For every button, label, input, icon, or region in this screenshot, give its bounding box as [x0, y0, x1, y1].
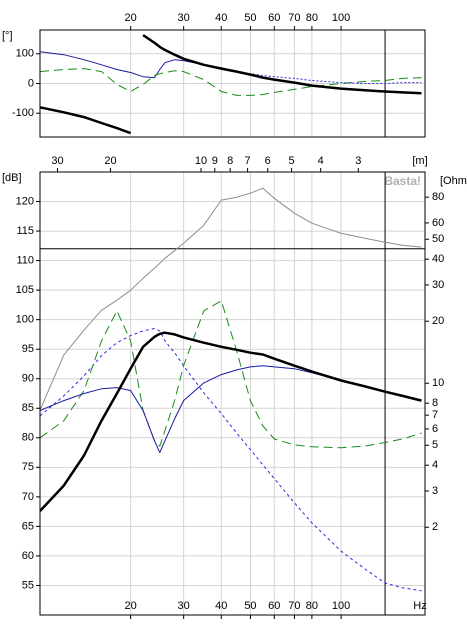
x2-tick-label: 4	[318, 155, 324, 167]
y2-tick-label: 50	[432, 233, 444, 245]
y-tick-label: 100	[16, 314, 34, 326]
y2-tick-label: 30	[432, 279, 444, 291]
y-tick-label: 95	[22, 343, 34, 355]
x-tick-label: 20	[125, 600, 137, 612]
y2-tick-label: 8	[432, 397, 438, 409]
y2-tick-label: 20	[432, 315, 444, 327]
y-tick-label: 70	[22, 491, 34, 503]
y-tick-label: 75	[22, 461, 34, 473]
y-tick-label: 80	[22, 432, 34, 444]
y-tick-label: 90	[22, 373, 34, 385]
x2-tick-label: 3	[355, 155, 361, 167]
x-tick-label: 70	[288, 600, 300, 612]
series-group	[40, 34, 422, 135]
y-tick-label: 60	[22, 550, 34, 562]
x2-tick-label: 6	[265, 155, 271, 167]
y-axis-label: [°]	[2, 30, 13, 42]
x-tick-label: 70	[288, 12, 300, 24]
x-tick-label: 60	[268, 12, 280, 24]
y-tick-label: 115	[16, 225, 34, 237]
x2-axis-label: [m]	[412, 155, 427, 167]
x2-tick-label: 5	[288, 155, 294, 167]
y-tick-label: 55	[22, 579, 34, 591]
y2-tick-label: 60	[432, 217, 444, 229]
x-tick-label: 40	[215, 600, 227, 612]
y2-tick-label: 5	[432, 439, 438, 451]
y2-tick-label: 80	[432, 191, 444, 203]
series-line	[40, 331, 422, 512]
x-tick-label: 40	[215, 12, 227, 24]
y-tick-label: 105	[16, 284, 34, 296]
y-tick-label: 0	[28, 77, 34, 89]
y2-tick-label: 2	[432, 521, 438, 533]
series-line	[40, 328, 422, 592]
y2-tick-label: 7	[432, 409, 438, 421]
x2-tick-label: 8	[227, 155, 233, 167]
series-line	[40, 187, 422, 411]
x-tick-label: 100	[332, 12, 350, 24]
y-axis-label: [dB]	[2, 172, 22, 184]
y2-tick-label: 6	[432, 423, 438, 435]
x-tick-label: 30	[178, 12, 190, 24]
watermark: Basta!	[384, 174, 421, 188]
y-tick-label: 65	[22, 520, 34, 532]
x-unit-label: Hz	[413, 600, 426, 612]
x-tick-label: 50	[244, 12, 256, 24]
y2-tick-label: 40	[432, 253, 444, 265]
y2-tick-label: 4	[432, 459, 438, 471]
x2-tick-label: 7	[245, 155, 251, 167]
x2-tick-label: 30	[51, 155, 63, 167]
x2-tick-label: 10	[195, 155, 207, 167]
x-tick-label: 80	[306, 12, 318, 24]
x2-tick-label: 20	[104, 155, 116, 167]
y-tick-label: 85	[22, 402, 34, 414]
y-tick-label: 110	[16, 255, 34, 267]
x-tick-label: 80	[306, 600, 318, 612]
x-tick-label: 30	[178, 600, 190, 612]
x2-tick-label: 9	[212, 155, 218, 167]
x-tick-label: 50	[244, 600, 256, 612]
y-tick-label: 100	[16, 48, 34, 60]
plot-frame	[39, 29, 426, 138]
x-tick-label: 20	[125, 12, 137, 24]
x-tick-label: 60	[268, 600, 280, 612]
series-line	[40, 300, 422, 449]
y-tick-label: 120	[16, 195, 34, 207]
x-tick-label: 100	[332, 600, 350, 612]
y2-tick-label: 3	[432, 485, 438, 497]
y2-axis-label: [Ohm]	[440, 175, 467, 187]
series-group	[40, 187, 422, 592]
y-tick-label: -100	[12, 107, 34, 119]
y2-tick-label: 10	[432, 377, 444, 389]
plot-frame	[39, 171, 426, 616]
series-line	[40, 34, 422, 135]
